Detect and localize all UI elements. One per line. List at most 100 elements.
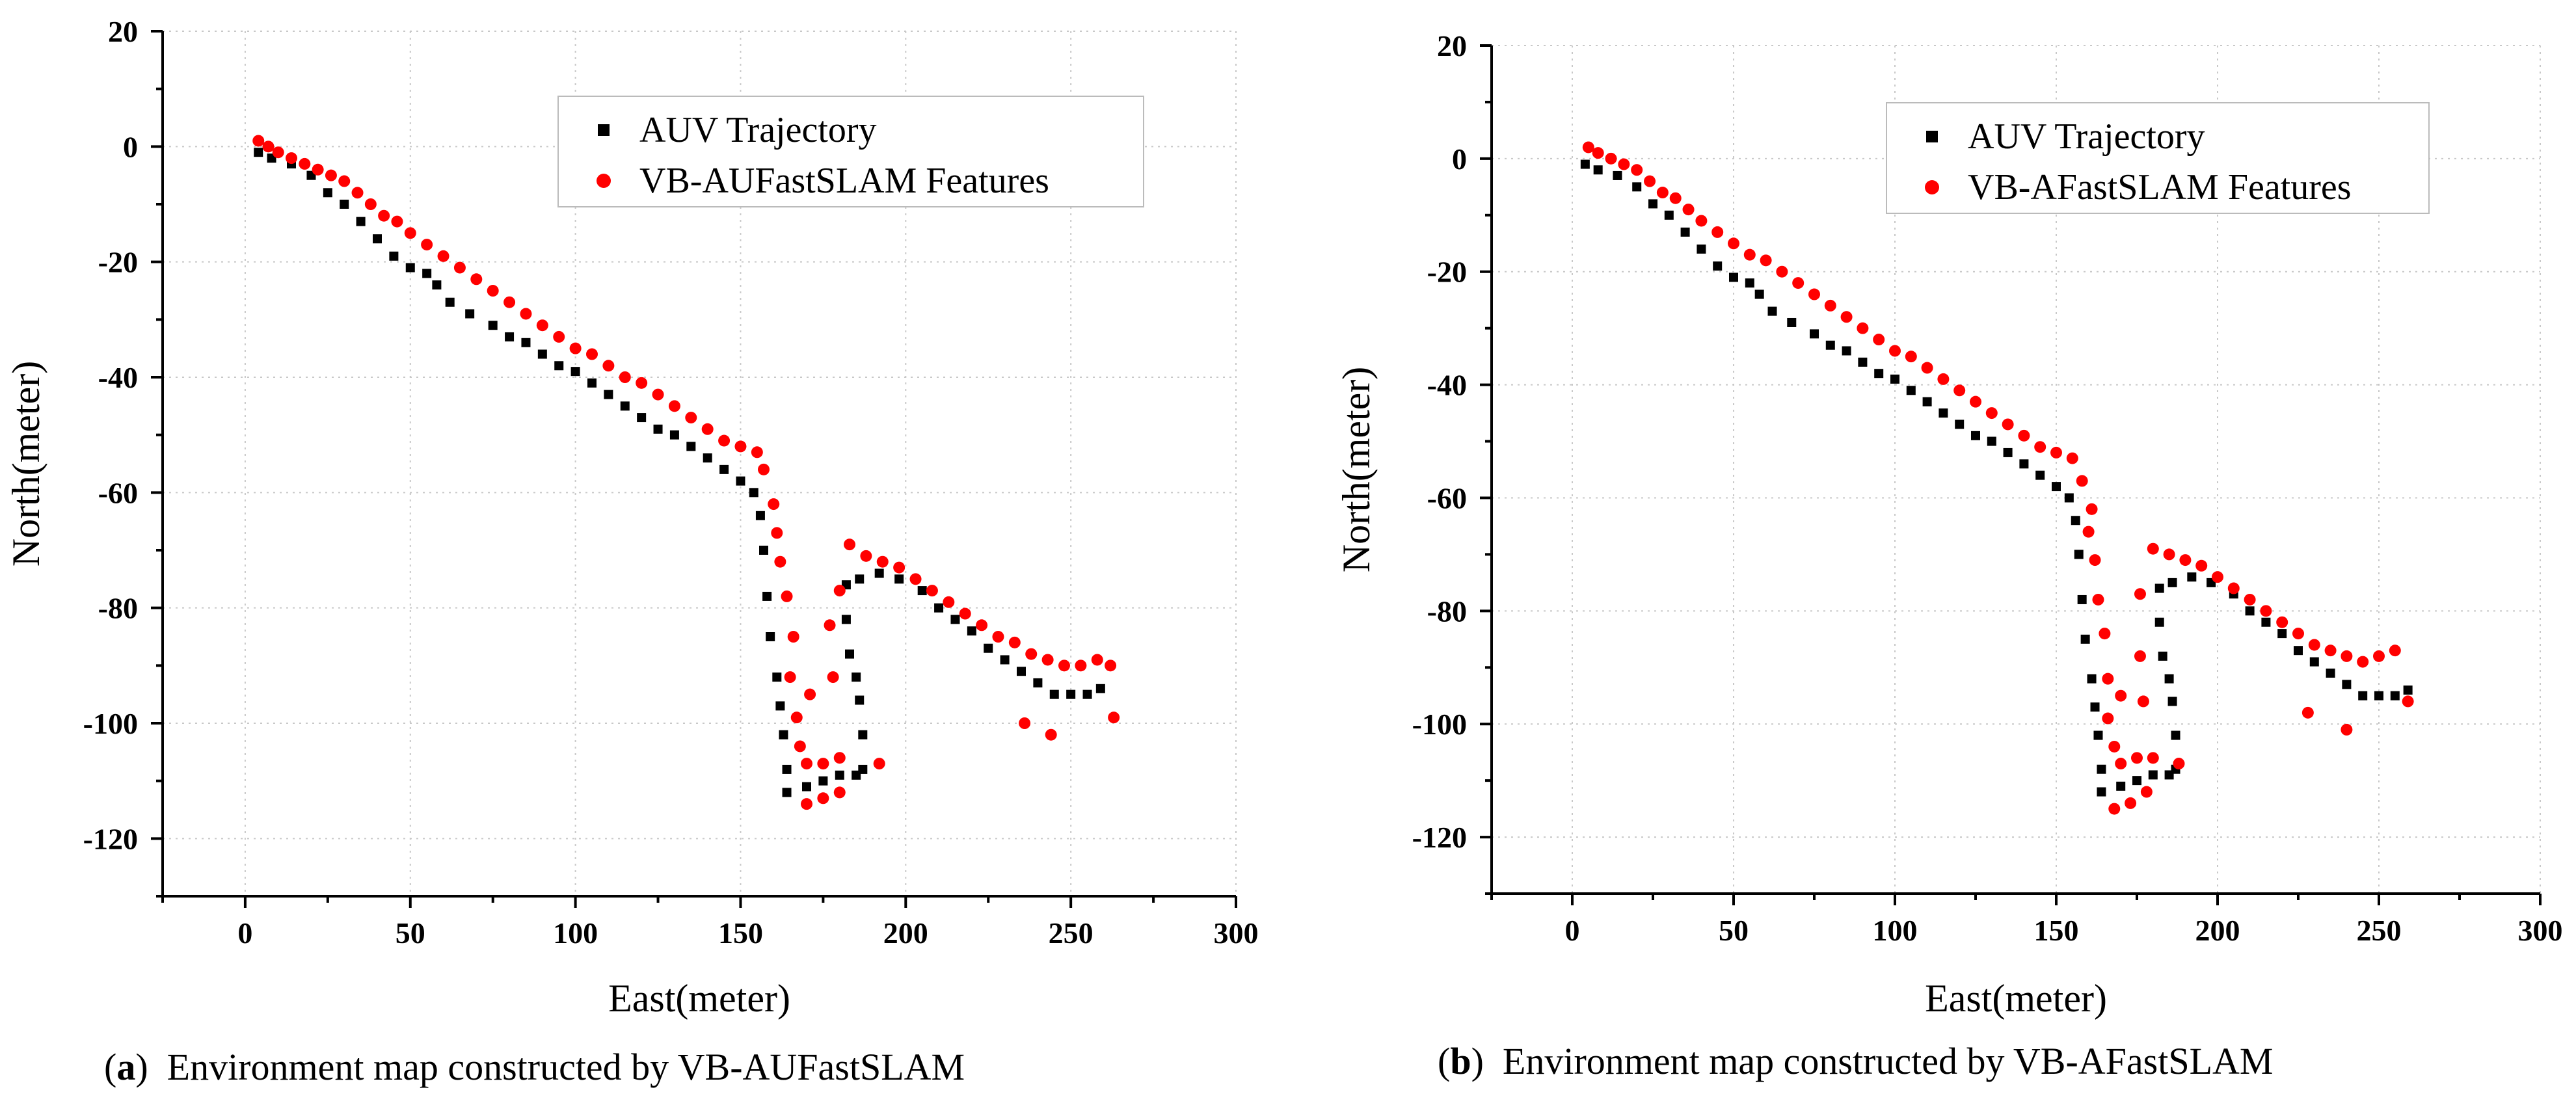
trajectory-point (1000, 655, 1010, 665)
feature-point (685, 412, 697, 424)
caption-text: ) Environment map constructed by VB-AFas… (1471, 1040, 2274, 1082)
trajectory-point (782, 788, 792, 797)
feature-point (2125, 797, 2137, 809)
feature-point (771, 527, 783, 539)
legend-label: AUV Trajectory (639, 110, 877, 150)
trajectory-point (1842, 346, 1851, 356)
trajectory-point (669, 430, 679, 440)
feature-point (909, 573, 922, 585)
feature-point (1008, 636, 1021, 648)
trajectory-point (1745, 278, 1754, 288)
trajectory-point (1971, 431, 1980, 440)
trajectory-point (422, 269, 432, 278)
feature-point (536, 319, 548, 332)
trajectory-point (779, 730, 788, 739)
trajectory-point (2277, 629, 2287, 639)
trajectory-point (950, 615, 960, 624)
feature-point (893, 561, 906, 574)
trajectory-point (1810, 329, 1819, 339)
feature-point (2140, 786, 2153, 798)
feature-point (2115, 689, 2127, 702)
trajectory-point (775, 701, 785, 711)
trajectory-point (1713, 261, 1723, 271)
trajectory-point (2052, 482, 2061, 492)
feature-point (876, 555, 889, 568)
feature-point (1824, 299, 1836, 312)
feature-point (833, 752, 846, 764)
feature-point (1025, 648, 1038, 660)
trajectory-point (874, 568, 884, 578)
feature-point (2173, 758, 2185, 770)
feature-point (1045, 728, 1057, 741)
trajectory-point (703, 453, 712, 463)
feature-point (718, 434, 731, 447)
trajectory-point (2187, 572, 2197, 582)
x-tick-label: 300 (2518, 914, 2563, 947)
feature-point (926, 585, 938, 597)
x-tick-label: 200 (883, 916, 928, 950)
feature-point (781, 590, 793, 602)
feature-point (1776, 265, 1788, 278)
feature-point (1985, 407, 1998, 419)
x-tick-label: 150 (2034, 914, 2079, 947)
feature-point (2082, 526, 2095, 538)
trajectory-point (521, 338, 531, 347)
trajectory-point (254, 148, 263, 157)
trajectory-point (2097, 787, 2106, 797)
trajectory-point (852, 672, 861, 682)
trajectory-point (2093, 730, 2103, 740)
trajectory-point (858, 730, 868, 739)
feature-point (2108, 803, 2121, 815)
trajectory-point (1825, 340, 1835, 350)
feature-point (312, 163, 324, 176)
feature-point (1592, 147, 1604, 159)
trajectory-point (1049, 689, 1059, 699)
y-axis-label: North(meter) (1335, 367, 1378, 573)
trajectory-point (340, 200, 349, 209)
trajectory-point (2167, 578, 2177, 587)
trajectory-point (2077, 594, 2087, 604)
feature-point (378, 209, 390, 222)
trajectory-point (405, 263, 415, 273)
trajectory-point (2116, 781, 2126, 791)
y-tick-label: -20 (1427, 256, 1467, 289)
y-tick-label: -100 (1412, 708, 1467, 741)
trajectory-point (2087, 674, 2097, 684)
feature-point (602, 360, 615, 372)
trajectory-point (2403, 686, 2413, 695)
feature-point (2134, 650, 2146, 662)
panel-a: 0 50 100 150 200 250 300200-20-40-60-80-100-12… (5, 15, 1259, 1088)
feature-point (404, 227, 416, 239)
trajectory-point (1613, 170, 1622, 180)
caption-panel-label: a (116, 1046, 135, 1088)
legend-marker-square (1926, 131, 1938, 142)
trajectory-point (802, 782, 811, 792)
caption-text: ) Environment map constructed by VB-AUFa… (135, 1046, 965, 1088)
trajectory-point (749, 488, 758, 498)
trajectory-point (505, 332, 515, 341)
feature-point (1618, 158, 1630, 170)
trajectory-point (782, 764, 792, 774)
feature-point (2018, 429, 2030, 442)
trajectory-point (1593, 165, 1603, 175)
feature-point (1760, 254, 1772, 267)
trajectory-point (894, 574, 904, 584)
trajectory-point (1066, 689, 1076, 699)
feature-point (586, 348, 598, 360)
x-tick-label: 250 (1049, 916, 1093, 950)
legend-marker-circle (1925, 180, 1939, 194)
legend-marker-square (598, 124, 610, 136)
feature-point (2212, 571, 2223, 583)
trajectory-point (2003, 447, 2013, 457)
caption-panel-label: b (1450, 1040, 1471, 1082)
y-tick-label: -60 (98, 476, 138, 509)
feature-point (1792, 277, 1805, 289)
trajectory-point (759, 546, 768, 555)
trajectory-point (356, 217, 366, 226)
trajectory-point (1754, 289, 1764, 299)
x-tick-label: 300 (1214, 916, 1259, 950)
trajectory-point (604, 390, 613, 399)
x-tick-label: 0 (237, 916, 252, 950)
x-tick-label: 50 (396, 916, 425, 950)
feature-point (2227, 582, 2240, 594)
